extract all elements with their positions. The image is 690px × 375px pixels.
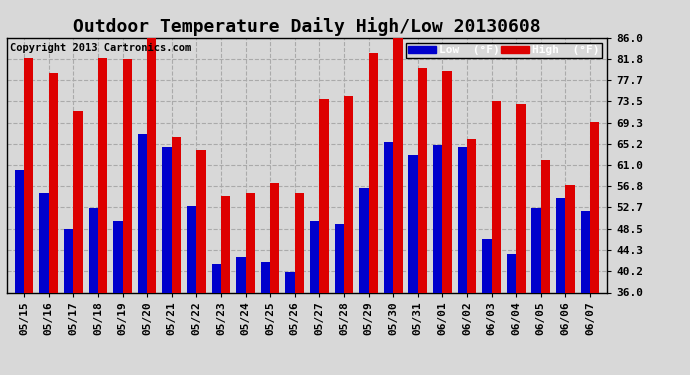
Bar <box>138 134 147 292</box>
Bar <box>580 211 590 292</box>
Bar <box>14 170 24 292</box>
Bar <box>162 147 172 292</box>
Bar <box>295 193 304 292</box>
Bar <box>24 58 34 292</box>
Bar <box>261 262 270 292</box>
Bar <box>368 53 378 292</box>
Title: Outdoor Temperature Daily High/Low 20130608: Outdoor Temperature Daily High/Low 20130… <box>73 17 541 36</box>
Bar <box>212 264 221 292</box>
Bar <box>221 196 230 292</box>
Bar <box>384 142 393 292</box>
Bar <box>359 188 368 292</box>
Bar <box>187 206 197 292</box>
Bar <box>516 104 526 292</box>
Bar <box>319 99 328 292</box>
Bar <box>491 101 501 292</box>
Bar <box>49 73 58 292</box>
Bar <box>507 254 516 292</box>
Bar <box>236 257 246 292</box>
Bar <box>286 272 295 292</box>
Bar <box>541 160 550 292</box>
Bar <box>246 193 255 292</box>
Bar <box>408 155 417 292</box>
Bar <box>344 96 353 292</box>
Bar <box>457 147 467 292</box>
Bar <box>113 221 123 292</box>
Bar <box>531 209 541 292</box>
Bar <box>467 140 476 292</box>
Text: Copyright 2013 Cartronics.com: Copyright 2013 Cartronics.com <box>10 43 191 52</box>
Bar <box>482 239 491 292</box>
Bar <box>73 111 83 292</box>
Bar <box>64 229 73 292</box>
Bar <box>98 58 107 292</box>
Bar <box>88 209 98 292</box>
Legend: Low  (°F), High  (°F): Low (°F), High (°F) <box>406 43 602 57</box>
Bar <box>172 137 181 292</box>
Bar <box>393 35 402 292</box>
Bar <box>310 221 319 292</box>
Bar <box>417 68 427 292</box>
Bar <box>335 224 344 292</box>
Bar <box>442 70 452 292</box>
Bar <box>270 183 279 292</box>
Bar <box>556 198 565 292</box>
Bar <box>433 145 442 292</box>
Bar <box>197 150 206 292</box>
Bar <box>147 35 157 292</box>
Bar <box>39 193 49 292</box>
Bar <box>565 185 575 292</box>
Bar <box>590 122 600 292</box>
Bar <box>123 59 132 292</box>
